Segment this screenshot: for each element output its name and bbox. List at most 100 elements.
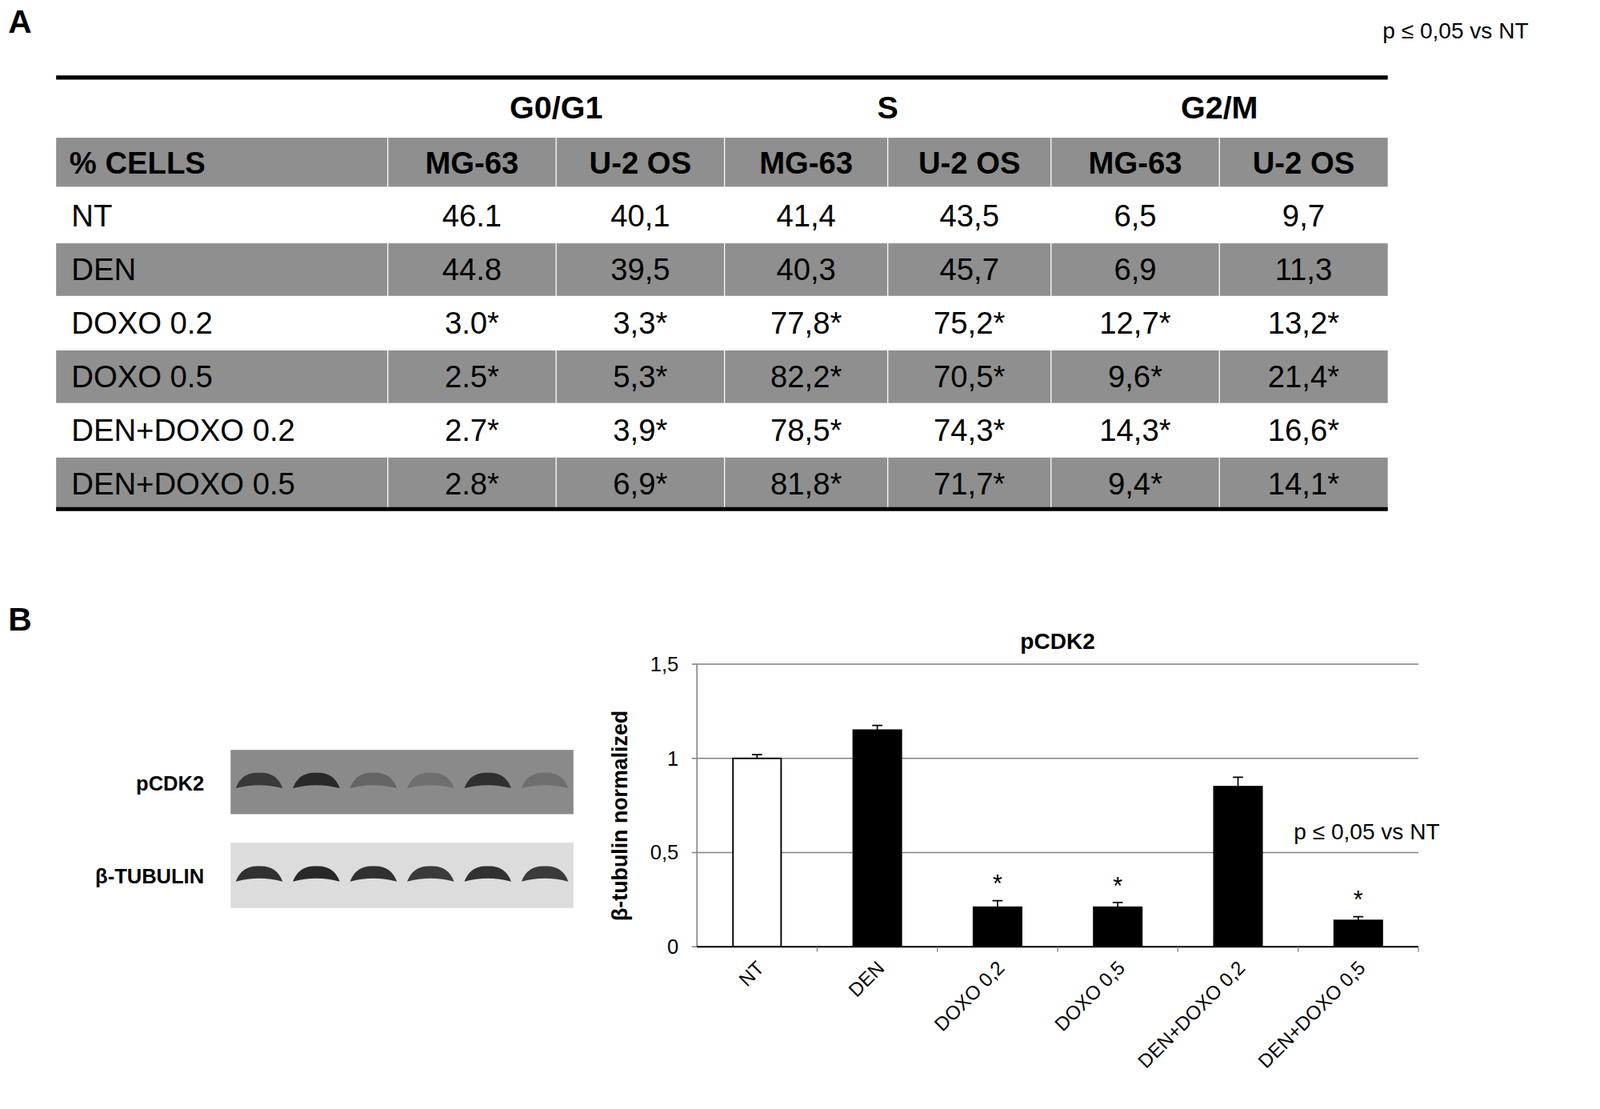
cell: 11,3 (1275, 252, 1333, 287)
y-axis (696, 664, 698, 947)
error-bar (1112, 902, 1124, 908)
cell: 13,2* (1268, 305, 1340, 340)
cell-sep (387, 350, 388, 404)
bar (1334, 920, 1383, 947)
error-bar (1232, 776, 1244, 787)
cell: 39,5 (610, 252, 670, 287)
cell: 12,7* (1099, 305, 1171, 340)
header-cell: U-2 OS (1252, 145, 1356, 180)
cell: 9,7 (1282, 198, 1325, 233)
cell: 14,3* (1099, 412, 1171, 448)
note: p ≤ 0,05 vs NT (1382, 18, 1528, 44)
cell-sep (556, 457, 557, 511)
cell: 77,8* (770, 305, 842, 340)
cell: 82,2* (770, 359, 842, 394)
row-bg (56, 457, 1388, 511)
bar (1213, 786, 1262, 947)
grid-line (696, 852, 1419, 854)
header-cell: U-2 OS (918, 145, 1021, 180)
tick-label: DOXO 0,5 (1050, 956, 1129, 1036)
blot-band (407, 865, 455, 881)
cell: 5,3* (612, 359, 668, 394)
cell-sep (724, 243, 725, 296)
blot-band (350, 772, 398, 788)
cell: 75,2* (933, 305, 1005, 340)
cell: 21,4* (1268, 359, 1340, 394)
cell: 74,3* (933, 412, 1005, 448)
blot-label: β-TUBULIN (95, 864, 204, 888)
group-header: G2/M (1180, 89, 1259, 125)
row-label: DEN+DOXO 0.5 (71, 466, 296, 501)
cell: 2.8* (444, 466, 500, 501)
rule (56, 75, 1388, 80)
tick-label: 1 (667, 747, 679, 770)
blot-band (521, 865, 569, 881)
row-bg (56, 243, 1388, 296)
cell: 9,4* (1108, 466, 1163, 501)
bars (732, 725, 1383, 948)
cell: 46.1 (442, 198, 502, 233)
tick (1417, 946, 1419, 952)
cell: 44.8 (442, 252, 502, 287)
cell-sep (724, 137, 725, 187)
cell-sep (887, 137, 888, 187)
grid-line (696, 663, 1419, 665)
cell: 6,5 (1113, 198, 1156, 233)
blot-band (292, 772, 340, 788)
error-bar (992, 900, 1004, 908)
cell-sep (556, 243, 557, 296)
cell-sep (1050, 350, 1052, 404)
cell-sep (1219, 350, 1220, 404)
cell-sep (1219, 137, 1220, 187)
row-label: DEN+DOXO 0.2 (71, 412, 296, 448)
blot-membrane (230, 749, 574, 814)
axis-title: β-tubulin normalized (608, 710, 632, 921)
header-cell: MG-63 (759, 145, 853, 180)
group-header: G0/G1 (509, 89, 603, 125)
cell: 9,6* (1108, 359, 1163, 394)
tick-label: DOXO 0,2 (930, 956, 1009, 1036)
header-cell: MG-63 (1088, 145, 1183, 180)
cell-sep (1050, 457, 1052, 511)
blot-band (350, 865, 398, 881)
blot-band (521, 772, 569, 788)
cell-sep (556, 350, 557, 404)
tick (1297, 946, 1299, 952)
tick (1177, 946, 1179, 952)
cell: 40,3 (776, 252, 836, 287)
error-bar (752, 754, 763, 759)
row-label: NT (71, 198, 112, 233)
tick-label: DEN (844, 956, 888, 1001)
cell-sep (724, 457, 725, 511)
blot-band (292, 865, 340, 881)
cell-sep (1050, 137, 1052, 187)
cell: 40,1 (610, 198, 670, 233)
row-label: DOXO 0.2 (71, 305, 212, 340)
bar (732, 758, 781, 947)
row-label: DOXO 0.5 (71, 359, 212, 394)
bar (853, 729, 902, 947)
header-cell: U-2 OS (589, 145, 692, 180)
significance: * (992, 869, 1003, 897)
cell: 70,5* (933, 359, 1005, 394)
cell: 2.7* (444, 412, 500, 448)
error-bar (872, 725, 883, 731)
panel-label: B (8, 600, 32, 638)
tick-label: 0 (667, 935, 679, 958)
tick (1056, 946, 1058, 952)
blot-band (236, 865, 284, 881)
cell-sep (1219, 457, 1220, 511)
panel-label: A (8, 3, 32, 40)
blot-band (236, 772, 284, 788)
cell-sep (556, 137, 557, 187)
cell-sep (724, 350, 725, 404)
cell-sep (887, 350, 888, 404)
cell-sep (387, 137, 388, 187)
cell: 78,5* (770, 412, 842, 448)
blot-band (464, 772, 512, 788)
cell: 3,9* (612, 412, 668, 448)
cell: 6,9 (1113, 252, 1156, 287)
cell-sep (1219, 243, 1220, 296)
blot-label: pCDK2 (136, 772, 204, 795)
row-bg (56, 137, 1388, 187)
